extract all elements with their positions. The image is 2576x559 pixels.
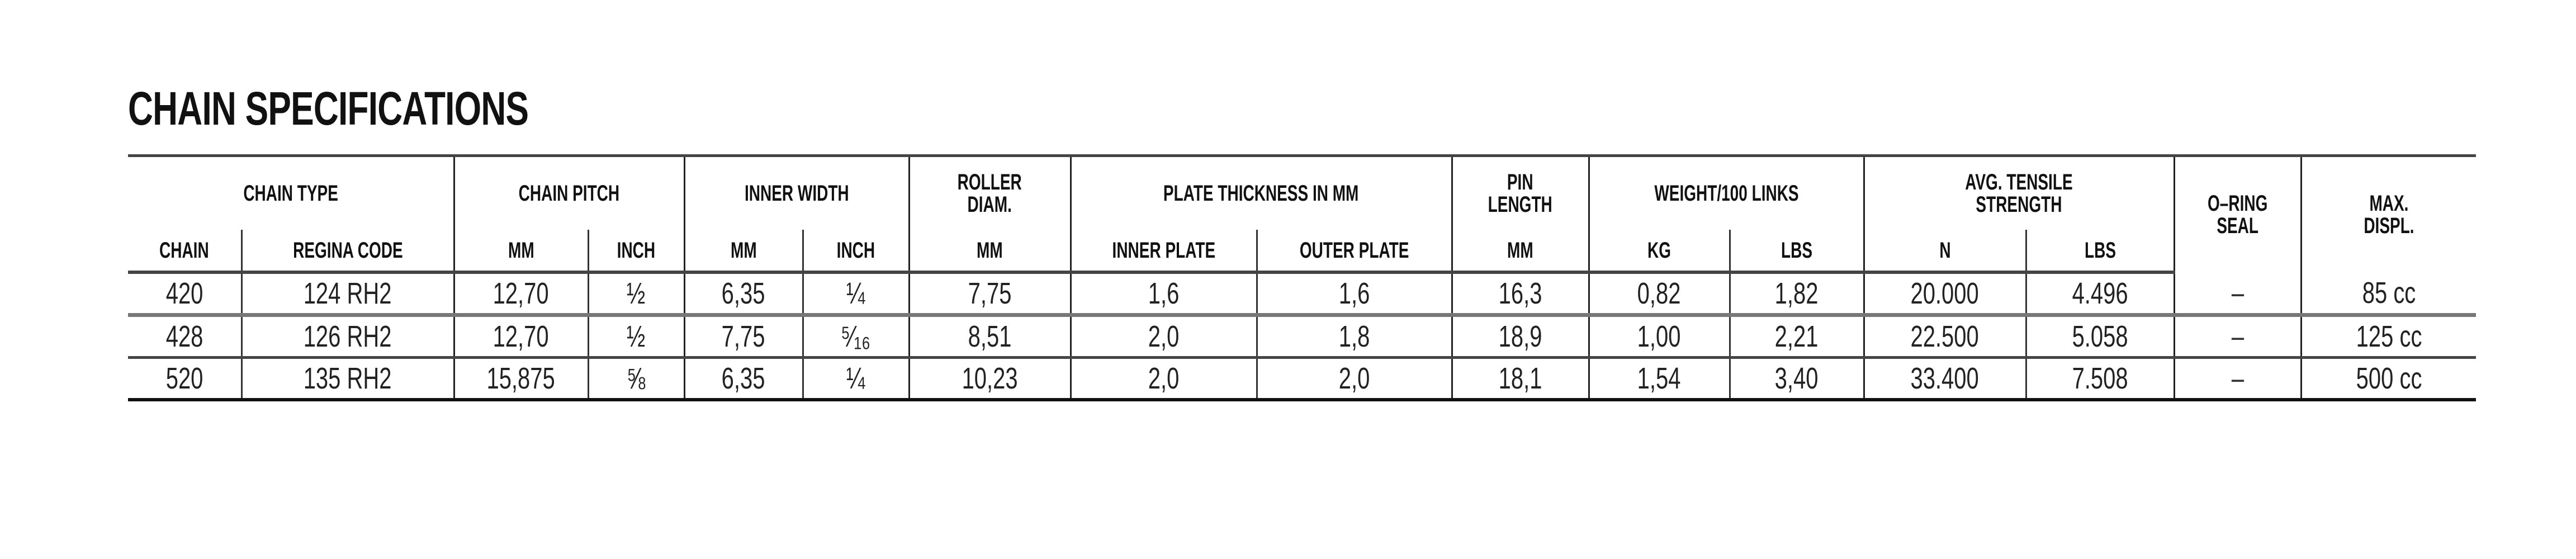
header-width-mm: MM: [683, 230, 803, 274]
group-header-row: CHAIN TYPE CHAIN PITCH INNER WIDTH ROLLE…: [128, 154, 2476, 272]
table-row: 428 126 RH2 12,70 ½ 7,75 ⁵⁄₁₆ 8,51 2,0 1…: [128, 315, 2476, 359]
header-pitch-inch: INCH: [587, 230, 684, 274]
cell-weight-lbs: 2,21: [1729, 315, 1864, 359]
cell-displ: 125 cc: [2300, 315, 2476, 359]
cell-oring: –: [2173, 315, 2302, 359]
table-row: 420 124 RH2 12,70 ½ 6,35 ¼ 7,75 1,6 1,6 …: [128, 272, 2476, 317]
cell-displ: 85 cc: [2300, 272, 2476, 317]
header-roller-diam: ROLLER DIAM.: [908, 154, 1071, 230]
cell-inner-plate: 1,6: [1069, 272, 1257, 317]
cell-kg: 1,00: [1588, 315, 1730, 359]
cell-pitch-mm: 15,875: [453, 357, 588, 401]
cell-regina-code: 124 RH2: [240, 272, 454, 317]
cell-pitch-mm: 12,70: [453, 315, 588, 359]
header-kg: KG: [1588, 230, 1730, 274]
cell-regina-code: 126 RH2: [240, 315, 454, 359]
header-tensile-lbs: LBS: [2025, 230, 2175, 274]
chain-specifications-table: CHAIN TYPE CHAIN PITCH INNER WIDTH ROLLE…: [128, 154, 2476, 401]
header-weight: WEIGHT/100 LINKS: [1588, 154, 1864, 230]
header-chain-type: CHAIN TYPE: [128, 154, 454, 230]
cell-tensile-lbs: 4.496: [2025, 272, 2175, 317]
cell-roller-mm: 8,51: [908, 315, 1071, 359]
cell-weight-lbs: 3,40: [1729, 357, 1864, 401]
cell-width-inch: ¼: [802, 357, 910, 401]
cell-width-mm: 6,35: [683, 272, 803, 317]
cell-pin-mm: 18,9: [1451, 315, 1589, 359]
header-weight-lbs: LBS: [1729, 230, 1864, 274]
header-outer-plate: OUTER PLATE: [1256, 230, 1452, 274]
cell-outer-plate: 1,6: [1256, 272, 1452, 317]
cell-width-mm: 7,75: [683, 315, 803, 359]
cell-inner-plate: 2,0: [1069, 315, 1257, 359]
cell-pitch-inch: ½: [587, 272, 684, 317]
sub-header-row: CHAIN REGINA CODE MM INCH MM INCH MM INN…: [128, 230, 2476, 274]
cell-chain: 428: [128, 315, 242, 359]
cell-chain: 520: [128, 357, 242, 401]
cell-oring: –: [2173, 272, 2302, 317]
cell-width-inch: ¼: [802, 272, 910, 317]
cell-width-mm: 6,35: [683, 357, 803, 401]
header-oring-seal: O–RING SEAL: [2173, 154, 2302, 272]
cell-width-inch: ⁵⁄₁₆: [802, 315, 910, 359]
cell-kg: 1,54: [1588, 357, 1730, 401]
cell-pin-mm: 16,3: [1451, 272, 1589, 317]
cell-weight-lbs: 1,82: [1729, 272, 1864, 317]
header-inner-width: INNER WIDTH: [683, 154, 910, 230]
cell-inner-plate: 2,0: [1069, 357, 1257, 401]
cell-tensile-lbs: 7.508: [2025, 357, 2175, 401]
cell-outer-plate: 1,8: [1256, 315, 1452, 359]
cell-kg: 0,82: [1588, 272, 1730, 317]
cell-roller-mm: 10,23: [908, 357, 1071, 401]
cell-displ: 500 cc: [2300, 357, 2476, 401]
header-roller-mm: MM: [908, 230, 1071, 274]
page-title: CHAIN SPECIFICATIONS: [128, 82, 529, 135]
header-n: N: [1863, 230, 2026, 274]
header-chain: CHAIN: [128, 230, 242, 274]
header-inner-plate: INNER PLATE: [1069, 230, 1257, 274]
cell-pitch-inch: ½: [587, 315, 684, 359]
cell-outer-plate: 2,0: [1256, 357, 1452, 401]
header-pin-length: PIN LENGTH: [1451, 154, 1589, 230]
cell-pitch-inch: ⅝: [587, 357, 684, 401]
header-pitch-mm: MM: [453, 230, 588, 274]
cell-n: 22.500: [1863, 315, 2026, 359]
header-regina-code: REGINA CODE: [240, 230, 454, 274]
header-chain-pitch: CHAIN PITCH: [453, 154, 684, 230]
cell-n: 33.400: [1863, 357, 2026, 401]
header-tensile-strength: AVG. TENSILE STRENGTH: [1863, 154, 2175, 230]
cell-regina-code: 135 RH2: [240, 357, 454, 401]
header-width-inch: INCH: [802, 230, 910, 274]
cell-oring: –: [2173, 357, 2302, 401]
cell-roller-mm: 7,75: [908, 272, 1071, 317]
header-plate-thickness: PLATE THICKNESS IN MM: [1069, 154, 1452, 230]
header-max-displ: MAX. DISPL.: [2300, 154, 2476, 272]
cell-pitch-mm: 12,70: [453, 272, 588, 317]
cell-chain: 420: [128, 272, 242, 317]
header-pin-mm: MM: [1451, 230, 1589, 274]
table-row: 520 135 RH2 15,875 ⅝ 6,35 ¼ 10,23 2,0 2,…: [128, 357, 2476, 401]
cell-tensile-lbs: 5.058: [2025, 315, 2175, 359]
cell-n: 20.000: [1863, 272, 2026, 317]
cell-pin-mm: 18,1: [1451, 357, 1589, 401]
